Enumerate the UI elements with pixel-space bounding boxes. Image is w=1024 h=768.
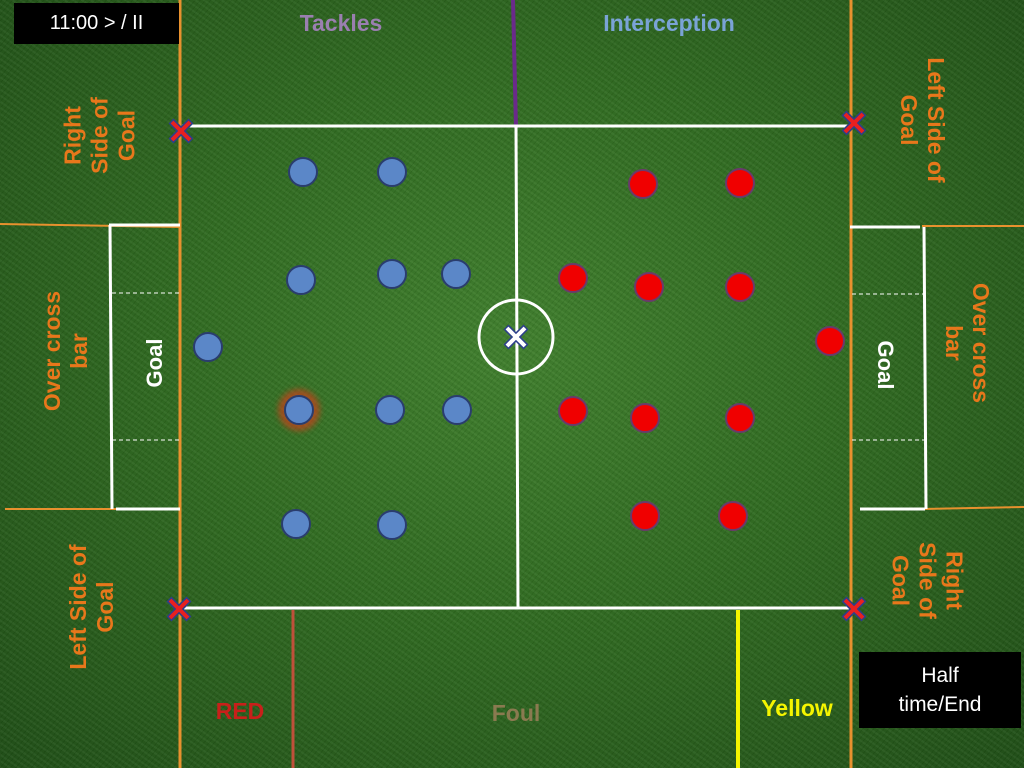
label-line: Over cross — [968, 282, 994, 404]
blue-player[interactable] — [377, 157, 407, 187]
tackles-button[interactable]: Tackles — [299, 10, 383, 36]
half-time-line: time/End — [898, 693, 982, 716]
label-line: bar — [941, 325, 967, 361]
left-goal-back — [108, 224, 114, 510]
label-line: Left Side of — [923, 57, 949, 183]
red-player[interactable] — [628, 169, 658, 199]
label-line: Side of — [914, 542, 941, 619]
red-player[interactable] — [630, 501, 660, 531]
red-player[interactable] — [634, 272, 664, 302]
red-player[interactable] — [725, 272, 755, 302]
label-line: Goal — [92, 581, 118, 633]
blue-player[interactable] — [286, 265, 316, 295]
right-goal-button[interactable]: Goal — [873, 340, 898, 390]
half-time-line: Half — [921, 664, 959, 687]
left-end-right-side-of-goal-button[interactable]: Right Side of Goal — [60, 76, 141, 196]
label-line: Right — [59, 106, 86, 165]
match-clock-button[interactable]: 11:00 > / II — [14, 3, 179, 44]
blue-player[interactable] — [442, 395, 472, 425]
blue-player[interactable] — [377, 510, 407, 540]
blue-player-goalkeeper[interactable] — [193, 332, 223, 362]
left-end-left-side-of-goal-button[interactable]: Left Side of Goal — [65, 532, 119, 682]
foul-button[interactable]: Foul — [491, 700, 541, 726]
red-card-button[interactable]: RED — [215, 698, 265, 724]
blue-player[interactable] — [281, 509, 311, 539]
corner-top-right-x-icon[interactable] — [841, 110, 867, 136]
blue-player[interactable] — [377, 259, 407, 289]
center-spot-x-icon[interactable] — [503, 324, 529, 350]
label-line: Side of — [86, 97, 113, 174]
red-player[interactable] — [718, 501, 748, 531]
corner-bottom-right-x-icon[interactable] — [841, 596, 867, 622]
yellow-card-button[interactable]: Yellow — [761, 695, 833, 721]
red-player[interactable] — [725, 168, 755, 198]
corner-bottom-left-x-icon[interactable] — [166, 596, 192, 622]
center-circle — [477, 298, 555, 376]
tackles-interception-divider — [511, 0, 518, 129]
label-line: Right — [941, 551, 968, 610]
label-line: Left Side of — [65, 544, 91, 670]
label-line: Goal — [113, 109, 140, 162]
label-line: Over cross — [39, 290, 65, 412]
right-goal-back — [922, 226, 928, 510]
right-end-right-side-of-goal-button[interactable]: Right Side of Goal — [887, 521, 968, 641]
label-line: Goal — [887, 554, 914, 607]
right-end-left-side-of-goal-button[interactable]: Left Side of Goal — [895, 45, 949, 195]
right-lower-zone-line — [921, 506, 1024, 510]
half-time-end-button[interactable]: Half time/End — [859, 652, 1021, 728]
left-goal-button[interactable]: Goal — [142, 338, 167, 388]
label-line: Goal — [896, 94, 922, 146]
left-end-over-cross-bar-button[interactable]: Over cross bar — [39, 273, 93, 429]
red-player[interactable] — [630, 403, 660, 433]
corner-top-left-x-icon[interactable] — [168, 118, 194, 144]
blue-player[interactable] — [441, 259, 471, 289]
red-player[interactable] — [558, 263, 588, 293]
red-player[interactable] — [725, 403, 755, 433]
red-player[interactable] — [558, 396, 588, 426]
halfway-line — [514, 125, 520, 609]
label-line: bar — [66, 333, 92, 369]
interception-button[interactable]: Interception — [603, 10, 735, 36]
blue-player-selected[interactable] — [284, 395, 314, 425]
blue-player[interactable] — [288, 157, 318, 187]
blue-player[interactable] — [375, 395, 405, 425]
right-end-over-cross-bar-button[interactable]: Over cross bar — [940, 265, 994, 421]
red-player-goalkeeper[interactable] — [815, 326, 845, 356]
